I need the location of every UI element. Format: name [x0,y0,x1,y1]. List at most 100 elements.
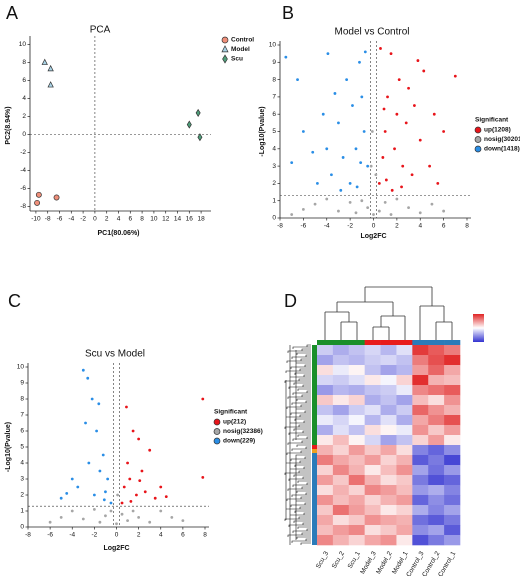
heatmap-cell [412,435,429,446]
row-annotation [312,449,317,453]
heatmap-cell [317,405,334,416]
legend-marker [213,437,221,445]
marker [390,188,394,192]
x-tick-label: -4 [324,223,330,230]
column-group-bar [348,340,365,345]
heatmap-cell [364,535,381,546]
marker [341,156,345,159]
y-tick-label: 0 [22,131,26,138]
x-tick-label: -6 [300,223,306,230]
marker [290,213,294,216]
x-tick-label: -6 [47,532,53,539]
marker [104,514,107,518]
y-tick-label: 6 [272,111,276,118]
heatmap-cell [380,495,397,506]
marker [360,199,364,203]
x-tick-label: 16 [186,216,194,223]
marker [153,496,157,500]
heatmap-cell [317,345,334,356]
marker [321,112,325,116]
heatmap-cell [396,515,413,526]
marker [326,52,330,56]
marker [129,500,133,503]
marker [395,112,399,116]
marker [47,81,54,88]
heatmap-cell [332,505,350,516]
heatmap-cell [444,345,461,356]
heatmap-cell [412,535,429,546]
column-group-bar [364,340,381,345]
heatmap-cell [364,455,381,466]
panel-label: C [8,291,21,311]
y-tick-label: 2 [20,492,24,499]
heatmap-cell [364,445,381,456]
heatmap-cell [380,435,397,446]
heatmap-cell [444,445,461,456]
heatmap-cell [444,415,461,426]
legend-title: Significant [214,409,248,416]
heatmap-cell [348,485,365,496]
marker [120,512,124,516]
x-tick-label: -2 [347,223,353,230]
marker [407,86,410,90]
heatmap-cell [332,465,350,476]
heatmap-cell [444,395,461,406]
marker [159,509,163,513]
marker [416,59,420,62]
heatmap-cell [412,505,429,516]
heatmap-cell [396,525,413,536]
heatmap-cell [332,375,350,386]
heatmap-cell [380,385,397,396]
heatmap-cell [396,385,413,396]
marker [201,476,205,479]
y-tick-label: 8 [272,76,276,83]
marker [410,173,414,177]
marker [374,173,378,177]
column-group-bar [444,340,461,345]
marker [432,112,436,116]
marker [383,130,387,133]
marker [170,516,174,519]
y-axis-label: PC2(8.94%) [5,106,12,144]
x-axis-label: Log2FC [103,545,129,552]
legend-marker [222,54,228,64]
heatmap-cell [317,445,334,456]
marker [148,448,152,452]
legend-marker [221,45,229,53]
heatmap-cell [348,385,365,396]
marker [92,508,96,511]
marker [81,517,85,521]
heatmap-cell [428,515,445,526]
marker [359,161,363,165]
y-tick-label: 8 [20,396,24,403]
legend-label: Model [231,46,250,53]
heatmap-cell [396,405,413,416]
heatmap-cell [444,455,461,466]
heatmap-cell [348,395,365,406]
marker [148,520,152,524]
y-tick-label: 4 [20,460,24,467]
heatmap-cell [444,535,461,546]
x-tick-label: 4 [117,216,121,223]
heatmap-cell [317,455,334,466]
marker [384,178,388,182]
marker [413,104,416,107]
heatmap-cell [348,405,365,416]
heatmap-cell [364,405,381,416]
marker [137,437,141,441]
x-axis-label: PC1(80.06%) [97,230,139,237]
heatmap-cell [348,375,365,386]
marker [296,78,299,81]
marker [159,485,163,489]
heatmap-cell [396,355,413,366]
x-tick-label: 6 [128,216,132,223]
marker [59,496,63,500]
marker [181,519,185,522]
marker [418,138,422,142]
marker [81,368,85,372]
marker [325,147,329,151]
marker [401,164,405,168]
marker [407,206,410,210]
marker [430,202,434,206]
chart-title: Scu vs Model [85,349,145,360]
